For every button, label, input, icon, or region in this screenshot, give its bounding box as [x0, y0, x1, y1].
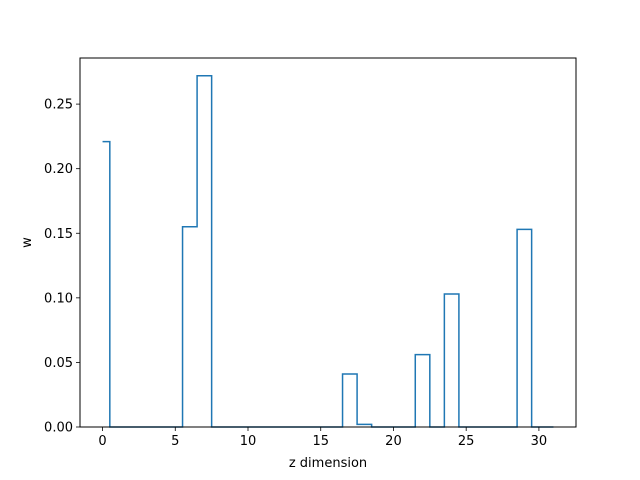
- x-tick-label: 20: [385, 434, 402, 449]
- x-tick-label: 25: [458, 434, 475, 449]
- y-tick-label: 0.05: [44, 356, 73, 371]
- x-axis-label: z dimension: [289, 456, 367, 471]
- x-tick-label: 10: [240, 434, 257, 449]
- axes-frame: [79, 57, 577, 428]
- x-axis: 0 5 10 15 20 25 30: [98, 427, 547, 449]
- y-tick-label: 0.25: [44, 98, 73, 113]
- x-tick-label: 15: [312, 434, 329, 449]
- y-tick-label: 0.15: [44, 227, 73, 242]
- x-tick-label: 5: [171, 434, 179, 449]
- y-tick-label: 0.10: [44, 291, 73, 306]
- y-tick-label: 0.20: [44, 162, 73, 177]
- x-tick-label: 30: [531, 434, 548, 449]
- y-tick-label: 0.00: [44, 421, 73, 436]
- x-tick-label: 0: [98, 434, 106, 449]
- y-axis-label: w: [20, 237, 35, 248]
- y-axis: 0.00 0.05 0.10 0.15 0.20 0.25: [44, 98, 80, 436]
